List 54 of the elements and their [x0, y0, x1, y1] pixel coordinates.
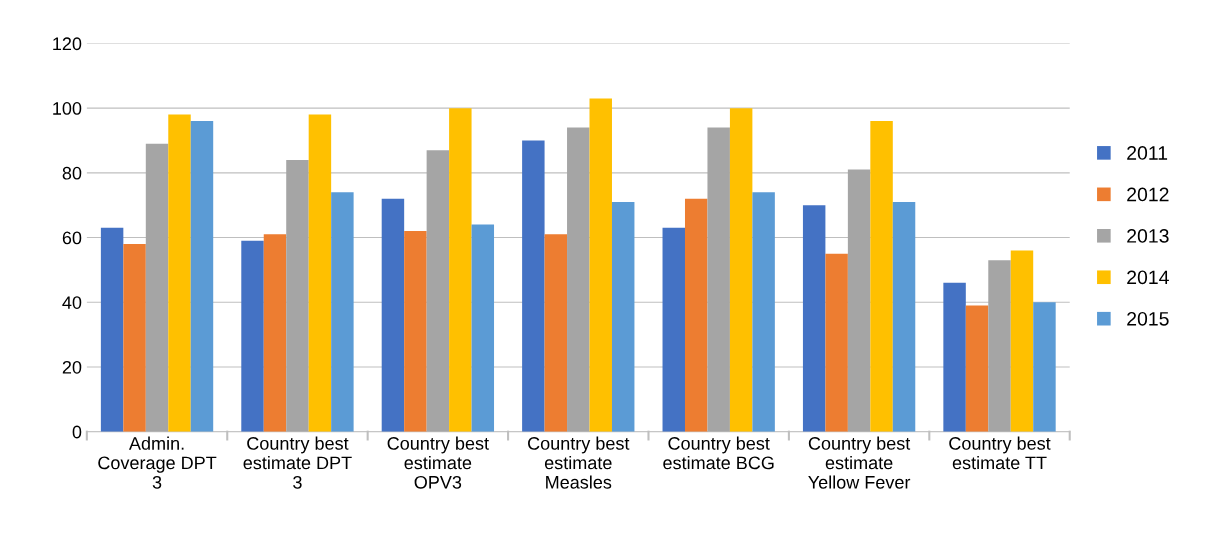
bar	[965, 305, 989, 432]
bar	[567, 127, 590, 432]
bar	[426, 150, 450, 432]
bar	[943, 282, 966, 432]
bar	[168, 114, 191, 432]
bar	[988, 260, 1011, 432]
x-tick-label: Admin. Coverage DPT 3	[98, 436, 217, 489]
bar	[145, 143, 169, 432]
legend-label: 2012	[1127, 187, 1169, 202]
bar	[870, 121, 893, 432]
x-tick-label: Country best estimate OPV3	[387, 436, 489, 489]
bar	[707, 127, 730, 432]
bar	[190, 121, 214, 432]
bar	[331, 192, 354, 432]
bar	[1010, 250, 1034, 432]
y-tick-label: 100	[53, 102, 82, 115]
bar	[263, 234, 287, 432]
bar	[449, 108, 472, 432]
legend-label: 2011	[1127, 146, 1168, 160]
x-tick-label: Country best estimate DPT 3	[243, 436, 352, 489]
y-tick-label: 80	[62, 166, 82, 180]
bar	[611, 201, 635, 432]
y-tick-label: 120	[53, 37, 82, 51]
bar	[589, 98, 612, 432]
y-tick-label: 0	[72, 425, 82, 439]
bar	[123, 244, 146, 432]
bar	[544, 234, 568, 432]
bar	[662, 227, 685, 432]
bar	[847, 169, 871, 432]
legend-label: 2013	[1127, 229, 1169, 243]
bar	[1033, 302, 1056, 432]
x-tick-label: Country best estimate TT	[949, 436, 1051, 470]
y-tick-label: 40	[62, 296, 82, 309]
bar	[729, 108, 753, 432]
bar	[752, 192, 775, 432]
x-tick-label: Country best estimate Yellow Fever	[808, 436, 911, 489]
bar	[471, 224, 495, 432]
y-tick-label: 60	[62, 231, 82, 245]
legend-label: 2015	[1127, 311, 1169, 326]
bar	[825, 253, 848, 432]
x-tick-label: Country best estimate BCG	[663, 436, 774, 470]
bar	[100, 227, 124, 432]
bar	[241, 240, 264, 432]
bar	[381, 198, 405, 432]
bar	[308, 114, 332, 432]
bar	[286, 159, 309, 432]
x-tick-label: Country best estimate Measles	[528, 436, 630, 489]
bar	[802, 205, 826, 432]
bar	[684, 198, 708, 432]
y-tick-label: 20	[62, 360, 82, 374]
bar	[522, 140, 545, 432]
bar	[892, 201, 916, 432]
bar	[404, 231, 427, 432]
legend-label: 2014	[1127, 270, 1169, 285]
